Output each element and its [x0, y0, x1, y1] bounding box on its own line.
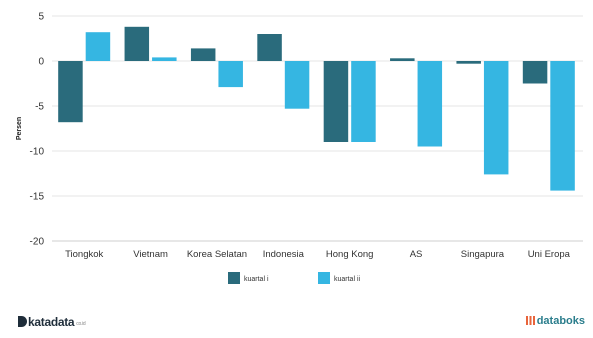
bar[interactable] [323, 61, 349, 142]
katadata-logo-icon [18, 316, 27, 327]
y-tick-label: 5 [38, 12, 44, 23]
bar[interactable] [284, 61, 310, 109]
databoks-logo-icon [525, 316, 535, 325]
databoks-logo[interactable]: databoks [525, 315, 585, 327]
legend-item[interactable]: kuartal ii [318, 272, 361, 284]
bar[interactable] [58, 61, 83, 123]
x-tick-label: Singapura [461, 249, 505, 260]
legend-swatch [318, 272, 330, 284]
y-axis-label: Persen [16, 117, 23, 140]
y-axis-ticks: 5 0 -5 -10 -15 -20 [30, 12, 45, 248]
x-tick-label: AS [410, 249, 423, 260]
x-tick-label: Indonesia [263, 249, 305, 260]
x-tick-label: Tiongkok [65, 249, 103, 260]
x-tick-label: Uni Eropa [528, 249, 571, 260]
x-tick-label: Vietnam [133, 249, 168, 260]
x-tick-label: Hong Kong [326, 249, 374, 260]
x-axis-categories: Tiongkok Vietnam Korea Selatan Indonesia Hon… [65, 249, 571, 260]
bar[interactable] [351, 61, 376, 142]
x-tick-label: Korea Selatan [187, 249, 247, 260]
bar[interactable] [190, 48, 216, 61]
y-tick-label: -20 [30, 237, 45, 248]
bar[interactable] [257, 34, 282, 61]
bar[interactable] [85, 32, 111, 61]
bar[interactable] [152, 57, 177, 61]
bar[interactable] [417, 61, 443, 147]
legend[interactable]: kuartal i kuartal ii [228, 272, 361, 284]
legend-label: kuartal ii [334, 276, 361, 283]
bar[interactable] [456, 61, 481, 64]
bar[interactable] [522, 61, 548, 84]
y-tick-label: 0 [38, 57, 44, 68]
bar[interactable] [550, 61, 575, 191]
y-tick-label: -15 [30, 192, 45, 203]
y-tick-label: -5 [35, 102, 44, 113]
bar[interactable] [483, 61, 509, 175]
y-tick-label: -10 [30, 147, 45, 158]
legend-item[interactable]: kuartal i [228, 272, 269, 284]
bars [58, 26, 575, 191]
katadata-logo[interactable]: katadata co.id [18, 315, 86, 329]
legend-label: kuartal i [244, 276, 269, 283]
bar[interactable] [218, 61, 243, 88]
legend-swatch [228, 272, 240, 284]
bar[interactable] [124, 26, 150, 61]
bar[interactable] [390, 58, 415, 61]
bar-chart: 5 0 -5 -10 -15 -20 Tiongkok Vietnam Korea Selat… [16, 12, 583, 284]
